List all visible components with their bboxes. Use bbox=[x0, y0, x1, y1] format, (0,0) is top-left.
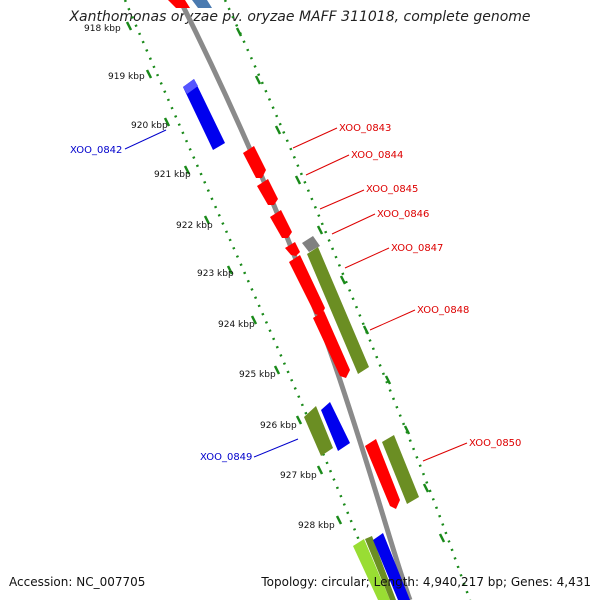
gene-label-xoo-0843[interactable]: XOO_0843 bbox=[339, 123, 391, 134]
gene-red-long[interactable] bbox=[289, 255, 350, 378]
gene-bottom-blue[interactable] bbox=[373, 533, 410, 600]
accession-text: Accession: NC_007705 bbox=[9, 575, 146, 589]
gene-red-0850-neighbor[interactable] bbox=[365, 439, 400, 509]
inner-major-ticks bbox=[125, 21, 343, 525]
kbp-label: 921 kbp bbox=[154, 170, 191, 180]
gene-label-xoo-0847[interactable]: XOO_0847 bbox=[391, 243, 443, 254]
gene-xoo-0847[interactable] bbox=[302, 236, 320, 252]
inner-ruler bbox=[123, 0, 382, 600]
gene-xoo-0845[interactable] bbox=[270, 210, 292, 238]
label-leaders bbox=[124, 127, 468, 462]
kbp-label: 922 kbp bbox=[176, 221, 213, 231]
gene-label-xoo-0848[interactable]: XOO_0848 bbox=[417, 305, 469, 316]
gene-xoo-0849[interactable] bbox=[304, 406, 333, 456]
kbp-label: 924 kbp bbox=[218, 320, 255, 330]
kbp-label: 927 kbp bbox=[280, 471, 317, 481]
genome-stats-text: Topology: circular; Length: 4,940,217 bp… bbox=[261, 575, 591, 589]
gene-label-xoo-0846[interactable]: XOO_0846 bbox=[377, 209, 429, 220]
outer-ruler bbox=[223, 0, 472, 600]
gene-xoo-0843[interactable] bbox=[243, 146, 266, 178]
genome-backbone bbox=[177, 0, 413, 600]
gene-xoo-0850[interactable] bbox=[382, 435, 419, 504]
outer-major-ticks bbox=[235, 27, 446, 543]
gene-label-xoo-0849[interactable]: XOO_0849 bbox=[200, 452, 252, 463]
kbp-label: 926 kbp bbox=[260, 421, 297, 431]
gene-xoo-0848[interactable] bbox=[307, 247, 369, 374]
kbp-label: 928 kbp bbox=[298, 521, 335, 531]
gene-label-xoo-0844[interactable]: XOO_0844 bbox=[351, 150, 403, 161]
kbp-label: 925 kbp bbox=[239, 370, 276, 380]
kbp-label: 923 kbp bbox=[197, 269, 234, 279]
gene-blue-926[interactable] bbox=[321, 402, 350, 451]
gene-label-xoo-0845[interactable]: XOO_0845 bbox=[366, 184, 418, 195]
gene-xoo-0846[interactable] bbox=[285, 242, 300, 256]
gene-bottom-lime[interactable] bbox=[353, 536, 396, 600]
gene-label-xoo-0850[interactable]: XOO_0850 bbox=[469, 438, 521, 449]
gene-partial-top[interactable] bbox=[168, 0, 212, 8]
kbp-label: 918 kbp bbox=[84, 24, 121, 34]
kbp-label: 919 kbp bbox=[108, 72, 145, 82]
gene-xoo-0844[interactable] bbox=[257, 179, 278, 205]
gene-label-xoo-0842[interactable]: XOO_0842 bbox=[70, 145, 122, 156]
gene-xoo-0842[interactable] bbox=[183, 79, 225, 150]
kbp-label: 920 kbp bbox=[131, 121, 168, 131]
